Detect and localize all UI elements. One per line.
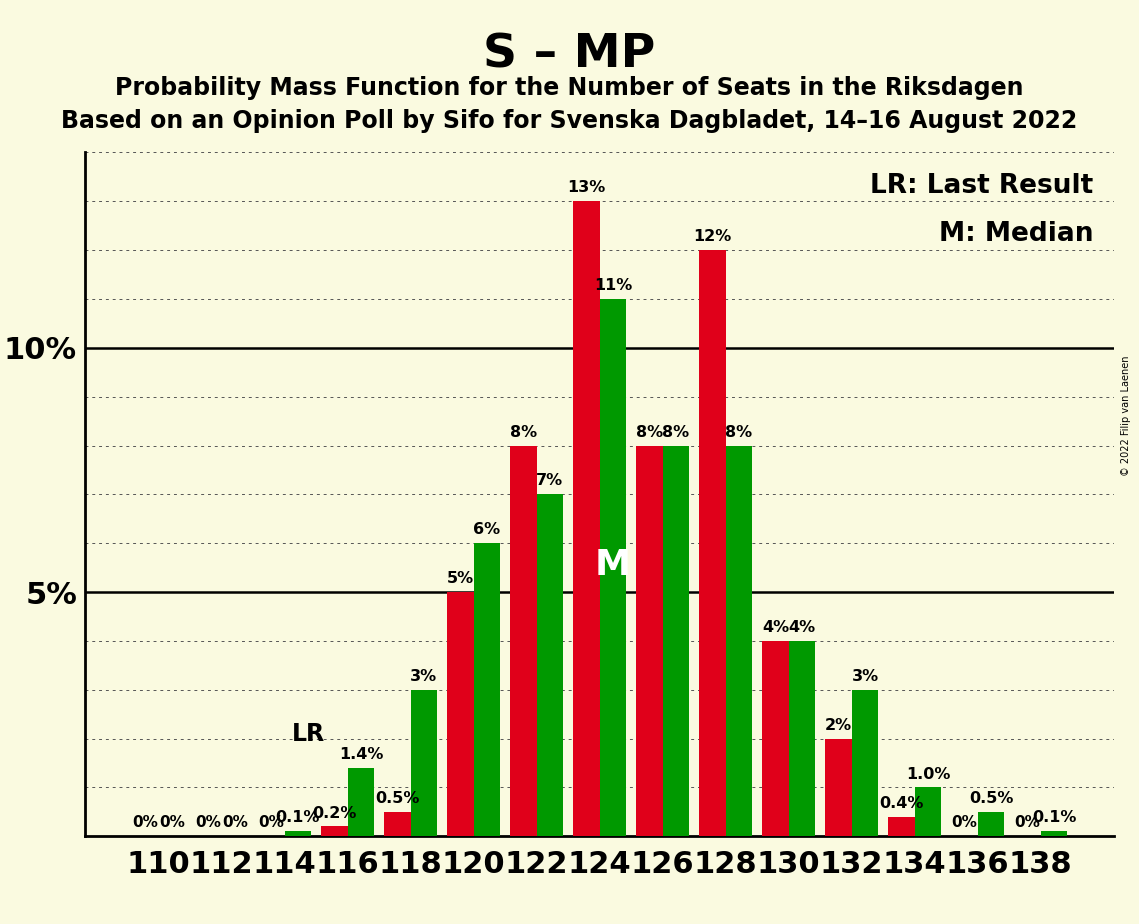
- Text: © 2022 Filip van Laenen: © 2022 Filip van Laenen: [1121, 356, 1131, 476]
- Bar: [384, 812, 411, 836]
- Bar: [285, 832, 311, 836]
- Text: 1.4%: 1.4%: [338, 747, 383, 762]
- Bar: [699, 250, 726, 836]
- Text: 11%: 11%: [593, 278, 632, 293]
- Bar: [321, 826, 347, 836]
- Bar: [788, 641, 816, 836]
- Text: 0.1%: 0.1%: [276, 810, 320, 825]
- Text: 0.4%: 0.4%: [879, 796, 924, 811]
- Text: 0%: 0%: [159, 815, 185, 831]
- Bar: [347, 768, 374, 836]
- Bar: [852, 689, 878, 836]
- Text: 4%: 4%: [762, 620, 789, 635]
- Text: M: Median: M: Median: [939, 221, 1093, 247]
- Bar: [826, 738, 852, 836]
- Text: 4%: 4%: [788, 620, 816, 635]
- Text: 5%: 5%: [446, 571, 474, 586]
- Text: 3%: 3%: [851, 669, 878, 684]
- Bar: [510, 445, 536, 836]
- Text: LR: Last Result: LR: Last Result: [870, 173, 1093, 199]
- Text: 7%: 7%: [536, 473, 564, 489]
- Text: 13%: 13%: [567, 180, 606, 196]
- Text: 0%: 0%: [222, 815, 248, 831]
- Text: LR: LR: [292, 722, 325, 746]
- Text: 3%: 3%: [410, 669, 437, 684]
- Text: 6%: 6%: [474, 522, 500, 538]
- Bar: [762, 641, 788, 836]
- Text: 0%: 0%: [196, 815, 221, 831]
- Bar: [411, 689, 437, 836]
- Text: 0.1%: 0.1%: [1032, 810, 1076, 825]
- Text: 2%: 2%: [825, 718, 852, 733]
- Text: 12%: 12%: [694, 229, 731, 244]
- Bar: [536, 494, 563, 836]
- Text: 1.0%: 1.0%: [906, 767, 950, 782]
- Bar: [1041, 832, 1067, 836]
- Bar: [726, 445, 752, 836]
- Bar: [448, 592, 474, 836]
- Text: 0%: 0%: [951, 815, 977, 831]
- Bar: [977, 812, 1005, 836]
- Text: 0%: 0%: [1015, 815, 1040, 831]
- Text: 0%: 0%: [259, 815, 285, 831]
- Text: S – MP: S – MP: [483, 32, 656, 78]
- Text: 8%: 8%: [726, 425, 753, 440]
- Text: Probability Mass Function for the Number of Seats in the Riksdagen: Probability Mass Function for the Number…: [115, 76, 1024, 100]
- Text: 0.5%: 0.5%: [375, 791, 419, 806]
- Bar: [474, 543, 500, 836]
- Bar: [600, 299, 626, 836]
- Text: 8%: 8%: [510, 425, 536, 440]
- Text: 0%: 0%: [132, 815, 158, 831]
- Bar: [573, 201, 600, 836]
- Text: 8%: 8%: [636, 425, 663, 440]
- Bar: [663, 445, 689, 836]
- Bar: [888, 817, 915, 836]
- Text: M: M: [595, 548, 631, 582]
- Bar: [915, 787, 941, 836]
- Text: 0.5%: 0.5%: [969, 791, 1014, 806]
- Bar: [637, 445, 663, 836]
- Text: 8%: 8%: [663, 425, 689, 440]
- Text: 0.2%: 0.2%: [312, 806, 357, 821]
- Text: Based on an Opinion Poll by Sifo for Svenska Dagbladet, 14–16 August 2022: Based on an Opinion Poll by Sifo for Sve…: [62, 109, 1077, 133]
